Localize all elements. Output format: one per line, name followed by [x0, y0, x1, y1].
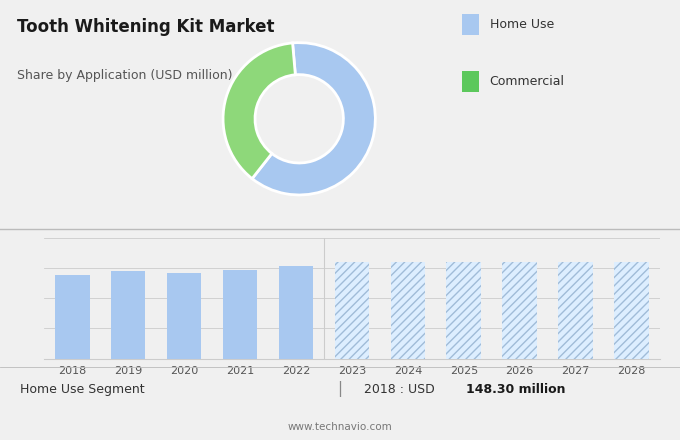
- FancyBboxPatch shape: [462, 71, 479, 92]
- Text: www.technavio.com: www.technavio.com: [288, 422, 392, 432]
- Bar: [503, 262, 537, 359]
- Bar: [279, 266, 313, 359]
- Text: Tooth Whitening Kit Market: Tooth Whitening Kit Market: [17, 18, 275, 37]
- Text: |: |: [337, 381, 343, 397]
- Wedge shape: [252, 43, 375, 195]
- Text: Home Use: Home Use: [490, 18, 554, 31]
- Bar: [558, 262, 593, 359]
- Wedge shape: [223, 43, 295, 179]
- Bar: [222, 270, 257, 359]
- Text: 148.30 million: 148.30 million: [466, 383, 565, 396]
- Text: Commercial: Commercial: [490, 75, 564, 88]
- Text: Home Use Segment: Home Use Segment: [20, 383, 145, 396]
- FancyBboxPatch shape: [462, 14, 479, 35]
- Text: 2018 : USD: 2018 : USD: [364, 383, 439, 396]
- Bar: [55, 275, 90, 359]
- Bar: [447, 262, 481, 359]
- Text: Share by Application (USD million): Share by Application (USD million): [17, 69, 233, 82]
- Bar: [111, 271, 146, 359]
- Bar: [390, 262, 425, 359]
- Bar: [167, 273, 201, 359]
- Bar: [614, 262, 649, 359]
- Bar: [335, 262, 369, 359]
